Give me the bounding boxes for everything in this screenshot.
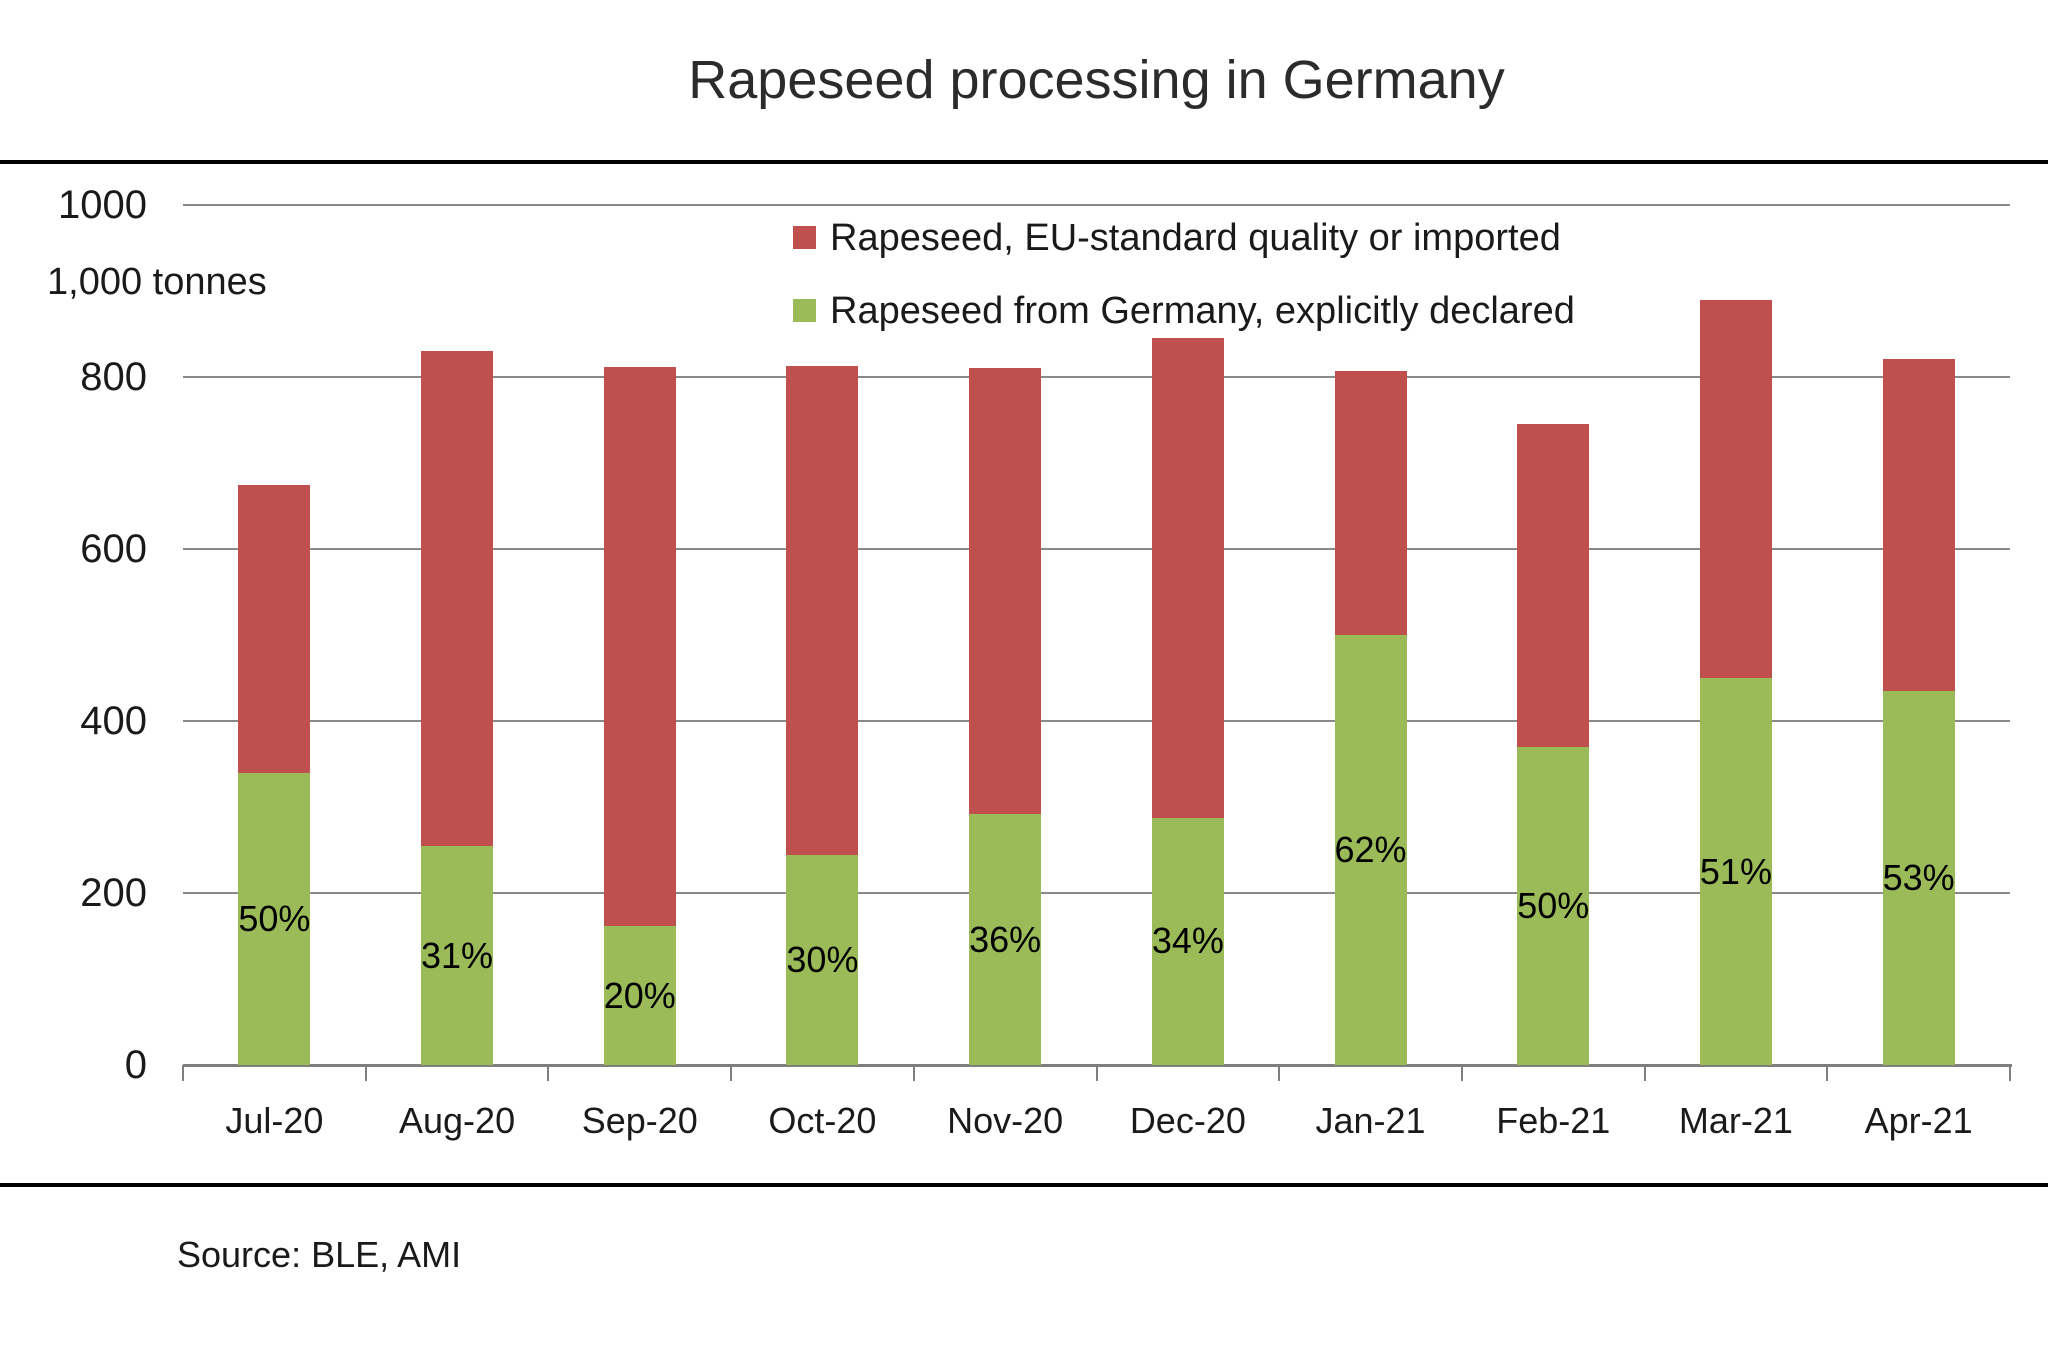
bar-segment-imported <box>1699 299 1772 678</box>
bar-segment-domestic <box>238 772 311 1065</box>
x-axis-tick <box>547 1065 550 1081</box>
legend-item-label: Rapeseed from Germany, explicitly declar… <box>830 290 1575 332</box>
x-axis-tick <box>1278 1065 1281 1081</box>
gridline <box>183 204 2010 206</box>
chart-title: Rapeseed processing in Germany <box>688 50 1505 110</box>
bar-segment-domestic <box>421 845 494 1065</box>
x-axis-tick <box>2009 1065 2011 1081</box>
y-axis-tick-label: 200 <box>80 871 147 915</box>
gridline <box>183 548 2010 550</box>
legend-swatch-imported-icon <box>793 226 816 249</box>
x-axis-tick <box>1095 1065 1098 1081</box>
y-axis-unit-label: 1,000 tonnes <box>47 261 267 303</box>
bar-percent-label: 53% <box>1882 856 1955 898</box>
bar-percent-label: 31% <box>421 934 494 976</box>
gridline <box>183 892 2010 894</box>
x-axis-label: Sep-20 <box>581 1100 698 1141</box>
bar-percent-label: 30% <box>786 939 859 981</box>
bar-segment-imported <box>1151 338 1224 819</box>
x-axis-label: Oct-20 <box>768 1100 877 1141</box>
x-axis-label: Nov-20 <box>947 1100 1064 1141</box>
bar-percent-label: 51% <box>1699 851 1772 892</box>
bar-segment-domestic <box>969 813 1042 1065</box>
bar-percent-label: 50% <box>238 897 311 939</box>
y-axis-tick-label: 0 <box>124 1043 147 1087</box>
x-axis-label: Aug-20 <box>399 1100 516 1141</box>
bottom-border <box>0 1183 2048 1187</box>
top-border <box>0 160 2048 164</box>
legend-item-label: Rapeseed, EU-standard quality or importe… <box>830 217 1561 259</box>
y-axis-tick-label: 800 <box>80 355 147 399</box>
bar-segment-imported <box>238 484 311 773</box>
bar-segment-domestic <box>1517 746 1590 1065</box>
x-axis-label: Apr-21 <box>1864 1100 1973 1141</box>
bar-segment-imported <box>1517 424 1590 747</box>
y-axis-tick-label: 400 <box>80 699 147 743</box>
x-axis-tick <box>1460 1065 1463 1081</box>
bar-segment-imported <box>786 365 859 856</box>
bar-segment-domestic <box>1699 678 1772 1065</box>
x-axis-label: Jul-20 <box>225 1100 324 1141</box>
source-note: Source: BLE, AMI <box>177 1234 462 1275</box>
x-axis-tick <box>364 1065 367 1081</box>
x-axis-label: Jan-21 <box>1315 1100 1426 1141</box>
bar-segment-domestic <box>1882 690 1955 1065</box>
bar-percent-label: 62% <box>1334 829 1407 870</box>
x-axis-label: Dec-20 <box>1129 1100 1246 1141</box>
gridline <box>183 376 2010 378</box>
bar-segment-imported <box>969 368 1042 814</box>
x-axis-label: Feb-21 <box>1496 1100 1611 1141</box>
bar-percent-label: 20% <box>603 974 676 1016</box>
y-axis-tick-label: 600 <box>80 527 147 571</box>
x-axis-tick <box>1643 1065 1646 1081</box>
gridline <box>183 720 2010 722</box>
bar-percent-label: 50% <box>1517 884 1590 926</box>
bar-segment-imported <box>603 366 676 926</box>
x-axis-tick <box>182 1065 184 1081</box>
x-axis-tick <box>730 1065 733 1081</box>
bar-segment-imported <box>421 351 494 846</box>
y-axis-tick-label: 1000 <box>58 183 147 227</box>
bar-segment-domestic <box>786 855 859 1065</box>
bar-percent-label: 36% <box>969 918 1042 960</box>
x-axis-tick <box>912 1065 915 1081</box>
x-axis-label: Mar-21 <box>1678 1100 1793 1141</box>
x-axis-tick <box>1826 1065 1829 1081</box>
bar-segment-imported <box>1334 370 1407 635</box>
bar-segment-domestic <box>1151 818 1224 1065</box>
bar-segment-domestic <box>1334 635 1407 1065</box>
legend-swatch-domestic-icon <box>793 299 816 322</box>
bar-segment-imported <box>1882 358 1955 691</box>
bar-percent-label: 34% <box>1151 920 1224 962</box>
bar-segment-domestic <box>603 925 676 1065</box>
x-axis-line <box>183 1064 2012 1067</box>
